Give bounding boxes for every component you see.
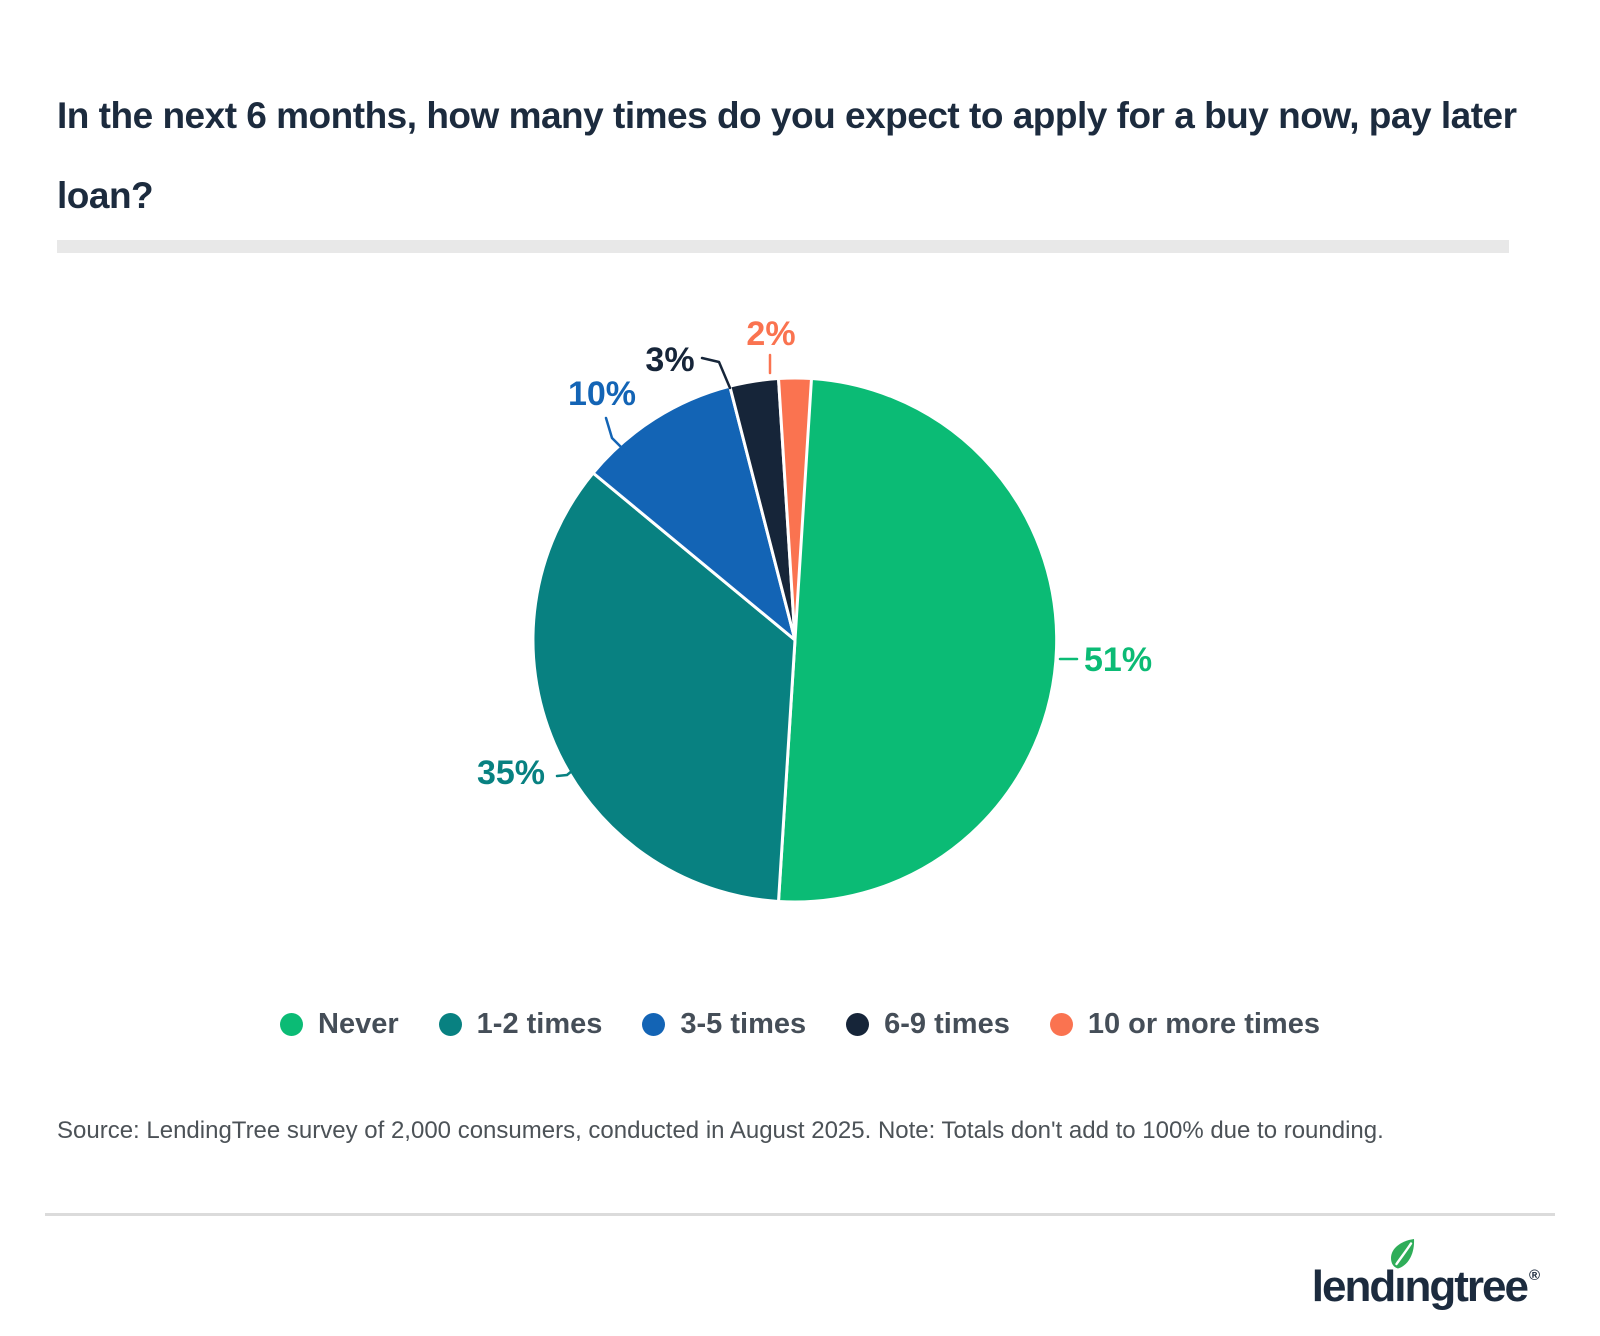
percent-label-leader-3-5-times xyxy=(604,416,629,455)
legend-label: Never xyxy=(318,1007,399,1040)
legend-label: 6-9 times xyxy=(884,1007,1010,1040)
percent-label-10-or-more-times: 2% xyxy=(746,315,795,353)
percent-label-leader-1-2-times xyxy=(555,764,580,778)
legend-swatch xyxy=(642,1012,666,1036)
footer-divider xyxy=(45,1213,1555,1216)
percent-label-1-2-times: 35% xyxy=(477,754,545,792)
legend-swatch xyxy=(846,1012,870,1036)
logo-text: lendıngtree xyxy=(1311,1262,1529,1311)
legend-item-1-2-times: 1-2 times xyxy=(438,1007,603,1041)
leaf-icon xyxy=(1390,1239,1414,1269)
legend-item-3-5-times: 3-5 times xyxy=(642,1008,806,1041)
source-note: Source: LendingTree survey of 2,000 cons… xyxy=(57,1117,1384,1144)
legend: Never 1-2 times 3-5 times 6-9 times 10 or mo… xyxy=(0,1004,1600,1044)
pie-slice-3-5-times xyxy=(591,384,797,642)
percent-label-3-5-times: 10% xyxy=(568,375,636,413)
pie-slice-6-9-times xyxy=(728,377,797,642)
pie-slice-10-or-more-times xyxy=(777,376,813,642)
legend-item-10-or-more-times: 10 or more times xyxy=(1049,1007,1320,1041)
legend-label: 1-2 times xyxy=(476,1007,603,1040)
legend-label: 3-5 times xyxy=(680,1007,807,1040)
title-underline xyxy=(57,240,1509,253)
legend-item-never: Never xyxy=(280,1008,399,1041)
pie-slice-never xyxy=(777,376,1059,904)
legend-swatch xyxy=(438,1012,462,1036)
legend-swatch xyxy=(1049,1012,1073,1036)
legend-swatch xyxy=(280,1012,304,1036)
page-title: In the next 6 months, how many times do … xyxy=(57,95,1517,216)
percent-label-6-9-times: 3% xyxy=(645,341,694,379)
pie-slice-1-2-times xyxy=(531,471,797,903)
lendingtree-logo: lendıngtree ® xyxy=(1312,1238,1540,1309)
percent-label-leader-6-9-times xyxy=(700,356,732,390)
legend-item-6-9-times: 6-9 times xyxy=(846,1008,1010,1041)
percent-label-never: 51% xyxy=(1084,641,1152,679)
registered-mark: ® xyxy=(1528,1267,1540,1284)
legend-label: 10 or more times xyxy=(1087,1007,1320,1040)
